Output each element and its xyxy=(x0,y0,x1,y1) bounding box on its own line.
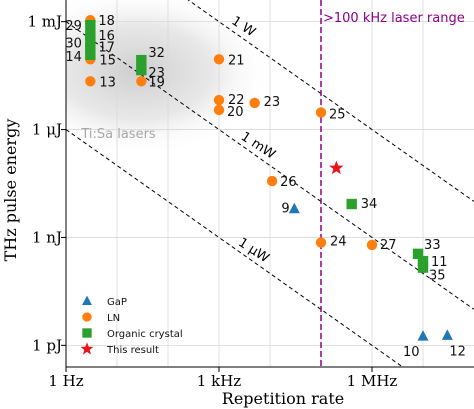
ln-point xyxy=(213,104,225,116)
organic-crystal-point xyxy=(85,36,96,47)
vline-label: >100 kHz laser range xyxy=(323,11,465,26)
point-label: 24 xyxy=(330,235,347,250)
point-label: 12 xyxy=(449,344,466,359)
point-label: 17 xyxy=(98,41,115,56)
x-axis-title: Repetition rate xyxy=(222,389,344,408)
point-label: 34 xyxy=(361,197,378,212)
legend-marker xyxy=(82,328,92,338)
y-axis-title: THz pulse energy xyxy=(1,119,20,262)
legend-label: This result xyxy=(106,345,159,356)
organic-crystal-point xyxy=(85,30,96,41)
point-label: 30 xyxy=(65,37,82,52)
point-label: 13 xyxy=(99,75,116,90)
tisa-region-label: Ti:Sa lasers xyxy=(80,127,156,142)
point-label: 15 xyxy=(99,53,116,68)
point-label: 26 xyxy=(280,175,297,190)
ln-point xyxy=(85,76,96,87)
organic-crystal-point xyxy=(417,262,429,273)
organic-crystal-point xyxy=(136,64,147,76)
organic-crystal-point xyxy=(412,248,424,260)
gap-point xyxy=(417,330,429,341)
point-label: 27 xyxy=(380,238,397,253)
legend-label: LN xyxy=(107,313,120,324)
gap-point xyxy=(441,329,453,340)
tisa-region xyxy=(66,0,273,157)
point-label: 22 xyxy=(228,93,245,108)
ln-point xyxy=(366,239,378,251)
organic-crystal-point xyxy=(346,198,357,210)
ln-point xyxy=(315,107,327,118)
ln-point xyxy=(266,175,278,187)
point-label: 18 xyxy=(98,14,115,29)
x-tick-label: 1 kHz xyxy=(197,372,241,390)
point-label: 35 xyxy=(429,269,446,284)
power-line xyxy=(187,0,474,202)
ln-point xyxy=(213,54,225,65)
point-label: 29 xyxy=(65,19,82,34)
organic-crystal-point xyxy=(136,54,147,66)
point-label: 25 xyxy=(329,107,346,122)
x-tick-label: 1 Hz xyxy=(48,372,83,390)
ln-point xyxy=(136,76,147,87)
point-label: 19 xyxy=(148,75,165,90)
point-label: 23 xyxy=(264,95,281,110)
organic-crystal-point xyxy=(85,42,96,53)
point-label: 33 xyxy=(424,238,441,253)
power-line xyxy=(66,21,474,310)
organic-crystal-point xyxy=(85,19,96,31)
gap-point xyxy=(288,202,300,214)
y-tick-label: 1 μJ xyxy=(32,121,62,139)
point-label: 21 xyxy=(228,53,245,68)
point-label: 9 xyxy=(281,202,289,217)
legend: GaP LN Organic crystal This result xyxy=(80,295,183,356)
legend-marker xyxy=(82,312,92,322)
legend-marker xyxy=(82,295,92,306)
point-label: 23 xyxy=(148,66,165,81)
point-label: 20 xyxy=(227,105,244,120)
point-label: 16 xyxy=(98,29,115,44)
this-result-point xyxy=(329,160,344,175)
y-tick-label: 1 pJ xyxy=(32,336,62,354)
x-tick-label: 1 MHz xyxy=(347,372,398,390)
y-tick-label: 1 nJ xyxy=(32,228,62,246)
ln-point xyxy=(249,97,260,109)
ln-point xyxy=(213,94,225,106)
legend-marker xyxy=(80,342,94,355)
organic-crystal-point xyxy=(417,255,429,267)
ln-point xyxy=(315,237,327,248)
point-label: 10 xyxy=(403,345,420,360)
point-label: 32 xyxy=(148,46,165,61)
organic-crystal-point xyxy=(85,49,96,60)
y-tick-label: 1 mJ xyxy=(27,13,62,31)
legend-label: GaP xyxy=(107,297,127,308)
point-label: 14 xyxy=(65,50,82,65)
point-label: 11 xyxy=(431,255,448,270)
legend-label: Organic crystal xyxy=(107,329,183,340)
